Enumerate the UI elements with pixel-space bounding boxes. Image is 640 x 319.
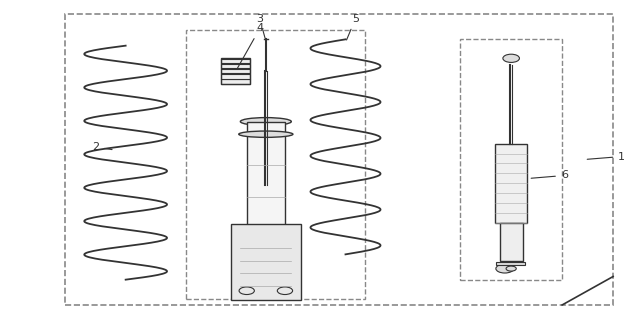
Bar <box>221 58 250 84</box>
Circle shape <box>496 264 514 273</box>
Bar <box>221 59 250 63</box>
Bar <box>495 144 527 223</box>
Bar <box>221 79 250 84</box>
Text: 1: 1 <box>588 152 625 161</box>
Text: 6: 6 <box>531 170 568 181</box>
Bar <box>221 69 250 73</box>
FancyBboxPatch shape <box>231 224 301 300</box>
Bar <box>500 223 523 261</box>
Bar <box>221 74 250 78</box>
Ellipse shape <box>239 131 293 137</box>
Text: 4: 4 <box>237 23 264 69</box>
Text: 3: 3 <box>256 14 265 38</box>
Circle shape <box>506 266 516 271</box>
Bar <box>496 262 525 265</box>
Bar <box>221 64 250 69</box>
Text: 5: 5 <box>347 14 359 40</box>
Circle shape <box>503 54 520 63</box>
Bar <box>246 122 285 229</box>
Text: 2: 2 <box>92 142 112 152</box>
Ellipse shape <box>241 118 291 125</box>
